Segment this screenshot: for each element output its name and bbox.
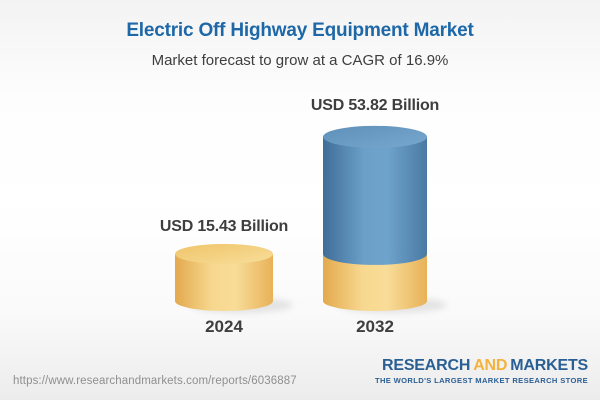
bar-2024-body xyxy=(175,253,273,311)
report-url: https://www.researchandmarkets.com/repor… xyxy=(13,375,297,387)
logo-wordmark: RESEARCH AND MARKETS xyxy=(375,358,588,374)
bar-2032-growth-segment xyxy=(323,136,427,265)
chart-subtitle: Market forecast to grow at a CAGR of 16.… xyxy=(151,52,449,69)
company-logo: RESEARCH AND MARKETS THE WORLD'S LARGEST M… xyxy=(375,358,588,385)
bar-2024-top xyxy=(175,243,273,264)
chart-title: Electric Off Highway Equipment Market xyxy=(126,20,474,41)
bar-2032-base-segment xyxy=(323,253,427,311)
value-label-2032: USD 53.82 Billion xyxy=(310,97,440,114)
bar-2032-top xyxy=(323,125,427,148)
logo-and-text: AND xyxy=(473,357,508,374)
year-label-2032: 2032 xyxy=(356,317,394,336)
logo-markets-text: MARKETS xyxy=(510,357,588,374)
logo-research-text: RESEARCH xyxy=(382,357,471,374)
year-label-2024: 2024 xyxy=(205,317,243,336)
logo-tagline: THE WORLD'S LARGEST MARKET RESEARCH STOR… xyxy=(374,376,588,385)
value-label-2024: USD 15.43 Billion xyxy=(159,218,289,235)
